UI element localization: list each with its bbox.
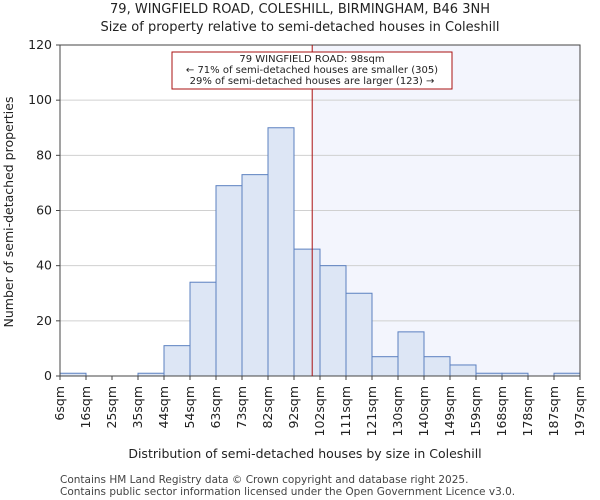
- x-tick-label: 82sqm: [260, 386, 275, 429]
- annotation-line-2: ← 71% of semi-detached houses are smalle…: [186, 65, 438, 76]
- property-annotation: 79 WINGFIELD ROAD: 98sqm ← 71% of semi-d…: [171, 51, 453, 90]
- y-axis-ticks: 0 20 40 60 80 100 120: [28, 37, 60, 383]
- x-tick-label: 140sqm: [416, 386, 431, 436]
- x-tick-label: 159sqm: [468, 386, 483, 436]
- y-tick-label: 100: [28, 92, 52, 107]
- x-tick-label: 54sqm: [182, 386, 197, 429]
- chart-title-line-2: Size of property relative to semi-detach…: [100, 20, 499, 35]
- x-axis-label: Distribution of semi-detached houses by …: [128, 446, 481, 461]
- x-tick-label: 63sqm: [208, 386, 223, 429]
- y-axis-label: Number of semi-detached properties: [1, 97, 16, 328]
- x-tick-label: 168sqm: [494, 386, 509, 436]
- histogram-bar: [423, 356, 451, 377]
- x-tick-label: 6sqm: [52, 386, 67, 421]
- y-tick-label: 60: [36, 203, 52, 218]
- histogram-bar: [189, 281, 217, 377]
- histogram-bar: [163, 345, 191, 377]
- y-tick-label: 0: [44, 368, 52, 383]
- x-tick-label: 92sqm: [286, 386, 301, 429]
- chart-title-line-1: 79, WINGFIELD ROAD, COLESHILL, BIRMINGHA…: [110, 2, 490, 17]
- x-tick-label: 121sqm: [364, 386, 379, 436]
- x-axis-ticks: 6sqm 16sqm 25sqm 35sqm 44sqm 54sqm 63sqm 73sqm 8…: [52, 376, 587, 436]
- footer: Contains HM Land Registry data © Crown c…: [60, 474, 515, 498]
- histogram-bar: [215, 185, 243, 377]
- annotation-line-3: 29% of semi-detached houses are larger (…: [190, 76, 435, 87]
- annotation-line-1: 79 WINGFIELD ROAD: 98sqm: [239, 54, 384, 65]
- histogram-bar: [397, 331, 425, 377]
- x-tick-label: 111sqm: [338, 386, 353, 436]
- y-tick-label: 40: [36, 258, 52, 273]
- x-tick-label: 73sqm: [234, 386, 249, 429]
- x-tick-label: 130sqm: [390, 386, 405, 436]
- x-tick-label: 197sqm: [572, 386, 587, 436]
- x-tick-label: 187sqm: [546, 386, 561, 436]
- x-tick-label: 102sqm: [312, 386, 327, 436]
- x-tick-label: 35sqm: [130, 386, 145, 429]
- footer-line-2: Contains public sector information licen…: [60, 486, 515, 498]
- y-tick-label: 20: [36, 313, 52, 328]
- y-tick-label: 120: [28, 37, 52, 52]
- y-tick-label: 80: [36, 147, 52, 162]
- histogram-bar: [267, 127, 295, 377]
- x-tick-label: 44sqm: [156, 386, 171, 429]
- histogram-bar: [345, 292, 373, 377]
- x-tick-label: 149sqm: [442, 386, 457, 436]
- histogram-bar: [241, 174, 269, 377]
- footer-line-1: Contains HM Land Registry data © Crown c…: [60, 474, 468, 486]
- x-tick-label: 25sqm: [104, 386, 119, 429]
- x-tick-label: 16sqm: [78, 386, 93, 429]
- histogram-bar: [319, 265, 347, 377]
- histogram-bars: [59, 127, 581, 377]
- histogram-bar: [371, 356, 399, 377]
- histogram-bar: [449, 364, 477, 377]
- chart-title: 79, WINGFIELD ROAD, COLESHILL, BIRMINGHA…: [100, 2, 499, 35]
- annotation-box: [171, 51, 453, 90]
- histogram-bar: [293, 248, 321, 377]
- x-tick-label: 178sqm: [520, 386, 535, 436]
